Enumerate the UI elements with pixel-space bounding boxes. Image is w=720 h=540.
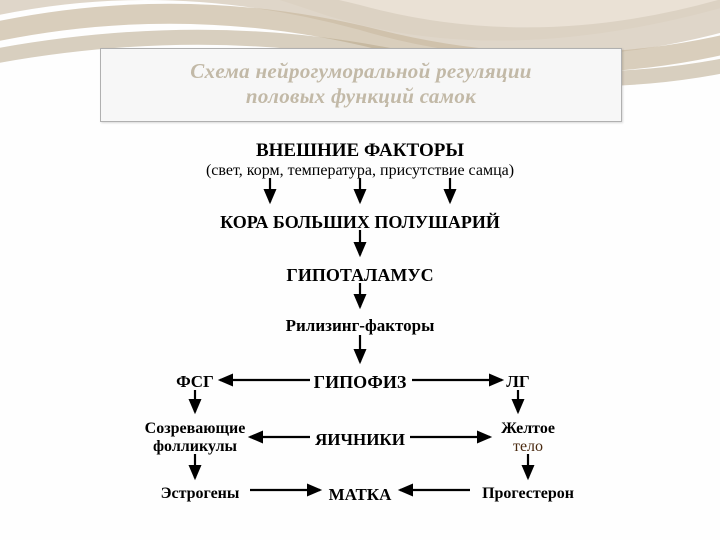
title-box: Схема нейрогуморальной регуляции половых…: [100, 48, 622, 122]
node-external_sub: (свет, корм, температура, присутствие са…: [206, 162, 514, 180]
title-line-1: Схема нейрогуморальной регуляции: [101, 59, 621, 84]
node-lh: ЛГ: [506, 372, 529, 392]
node-estrogens: Эстрогены: [161, 485, 240, 503]
node-corpus2: тело: [513, 438, 543, 456]
node-progesterone: Прогестерон: [482, 485, 574, 503]
node-follicles1: Созревающие: [145, 420, 246, 438]
node-fsh: ФСГ: [176, 372, 214, 392]
node-hypothalamus: ГИПОТАЛАМУС: [286, 265, 433, 286]
node-uterus: МАТКА: [329, 485, 392, 505]
node-pituitary: ГИПОФИЗ: [314, 372, 407, 393]
node-cortex: КОРА БОЛЬШИХ ПОЛУШАРИЙ: [220, 212, 500, 233]
node-corpus1: Желтое: [501, 420, 555, 438]
node-external: ВНЕШНИЕ ФАКТОРЫ: [256, 140, 464, 162]
node-follicles2: фолликулы: [153, 438, 237, 456]
node-releasing: Рилизинг-факторы: [286, 316, 435, 336]
title-line-2: половых функций самок: [101, 84, 621, 109]
node-ovaries: ЯИЧНИКИ: [315, 430, 405, 450]
flowchart: ВНЕШНИЕ ФАКТОРЫ(свет, корм, температура,…: [120, 140, 600, 530]
